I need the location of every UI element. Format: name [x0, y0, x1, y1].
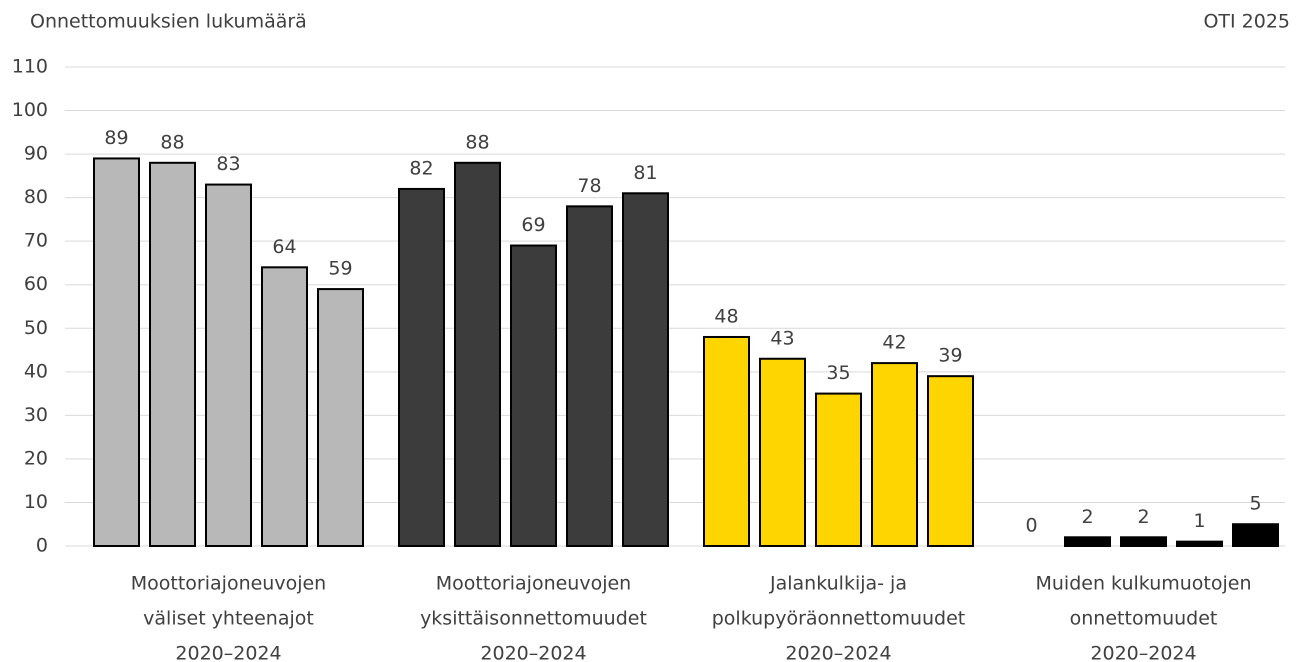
bar	[1064, 536, 1111, 547]
y-tick-label: 90	[24, 143, 48, 165]
data-label: 0	[1025, 515, 1037, 537]
data-label: 69	[521, 214, 545, 236]
x-tick-label: Muiden kulkumuotojen	[1035, 573, 1251, 595]
x-tick-label: onnettomuudet	[1070, 608, 1218, 630]
y-tick-label: 20	[24, 447, 48, 469]
bar	[93, 157, 140, 547]
y-tick-label: 0	[36, 535, 48, 557]
data-label: 88	[160, 131, 184, 153]
data-label: 42	[882, 332, 906, 354]
data-label: 2	[1081, 506, 1093, 528]
y-tick-label: 40	[24, 360, 48, 382]
bar	[1120, 536, 1167, 547]
data-label: 78	[577, 175, 601, 197]
x-tick-label: yksittäisonnettomuudet	[420, 608, 647, 630]
bar	[815, 392, 862, 547]
x-tick-label: 2020–2024	[480, 643, 586, 662]
bar	[622, 192, 669, 547]
x-tick-label: 2020–2024	[175, 643, 281, 662]
bar	[703, 335, 750, 547]
bar	[205, 183, 252, 547]
x-tick-label: Jalankulkija- ja	[769, 573, 907, 595]
data-label: 83	[216, 153, 240, 175]
x-tick-label: 2020–2024	[1090, 643, 1196, 662]
y-tick-label: 110	[12, 56, 48, 78]
y-tick-label: 30	[24, 404, 48, 426]
data-label: 88	[465, 131, 489, 153]
data-label: 1	[1193, 510, 1205, 532]
bar	[261, 266, 308, 547]
bar	[398, 187, 445, 547]
y-tick-label: 70	[24, 230, 48, 252]
data-label: 43	[770, 327, 794, 349]
data-label: 48	[714, 305, 738, 327]
y-tick-label: 10	[24, 491, 48, 513]
bar	[871, 362, 918, 548]
x-tick-label: 2020–2024	[785, 643, 891, 662]
bar	[510, 244, 557, 547]
data-label: 59	[328, 258, 352, 280]
x-tick-label: väliset yhteenajot	[143, 608, 314, 630]
data-label: 2	[1137, 506, 1149, 528]
y-tick-label: 80	[24, 186, 48, 208]
data-label: 89	[104, 127, 128, 149]
data-label: 64	[272, 236, 296, 258]
source: OTI 2025	[1203, 11, 1290, 33]
bar	[566, 205, 613, 547]
x-tick-label: polkupyöräonnettomuudet	[712, 608, 966, 630]
bar	[1232, 523, 1279, 548]
data-label: 82	[409, 157, 433, 179]
data-label: 39	[938, 345, 962, 367]
y-tick-label: 50	[24, 317, 48, 339]
bar	[759, 357, 806, 547]
bar	[927, 375, 974, 547]
chart-title: Onnettomuuksien lukumäärä	[30, 11, 307, 33]
y-tick-label: 100	[12, 99, 48, 121]
data-label: 5	[1249, 493, 1261, 515]
bar	[317, 288, 364, 547]
bar	[149, 161, 196, 548]
x-tick-label: Moottoriajoneuvojen	[131, 573, 326, 595]
bar	[1176, 540, 1223, 547]
data-label: 81	[633, 162, 657, 184]
x-tick-label: Moottoriajoneuvojen	[436, 573, 631, 595]
bar	[454, 161, 501, 548]
y-tick-label: 60	[24, 273, 48, 295]
data-label: 35	[826, 362, 850, 384]
